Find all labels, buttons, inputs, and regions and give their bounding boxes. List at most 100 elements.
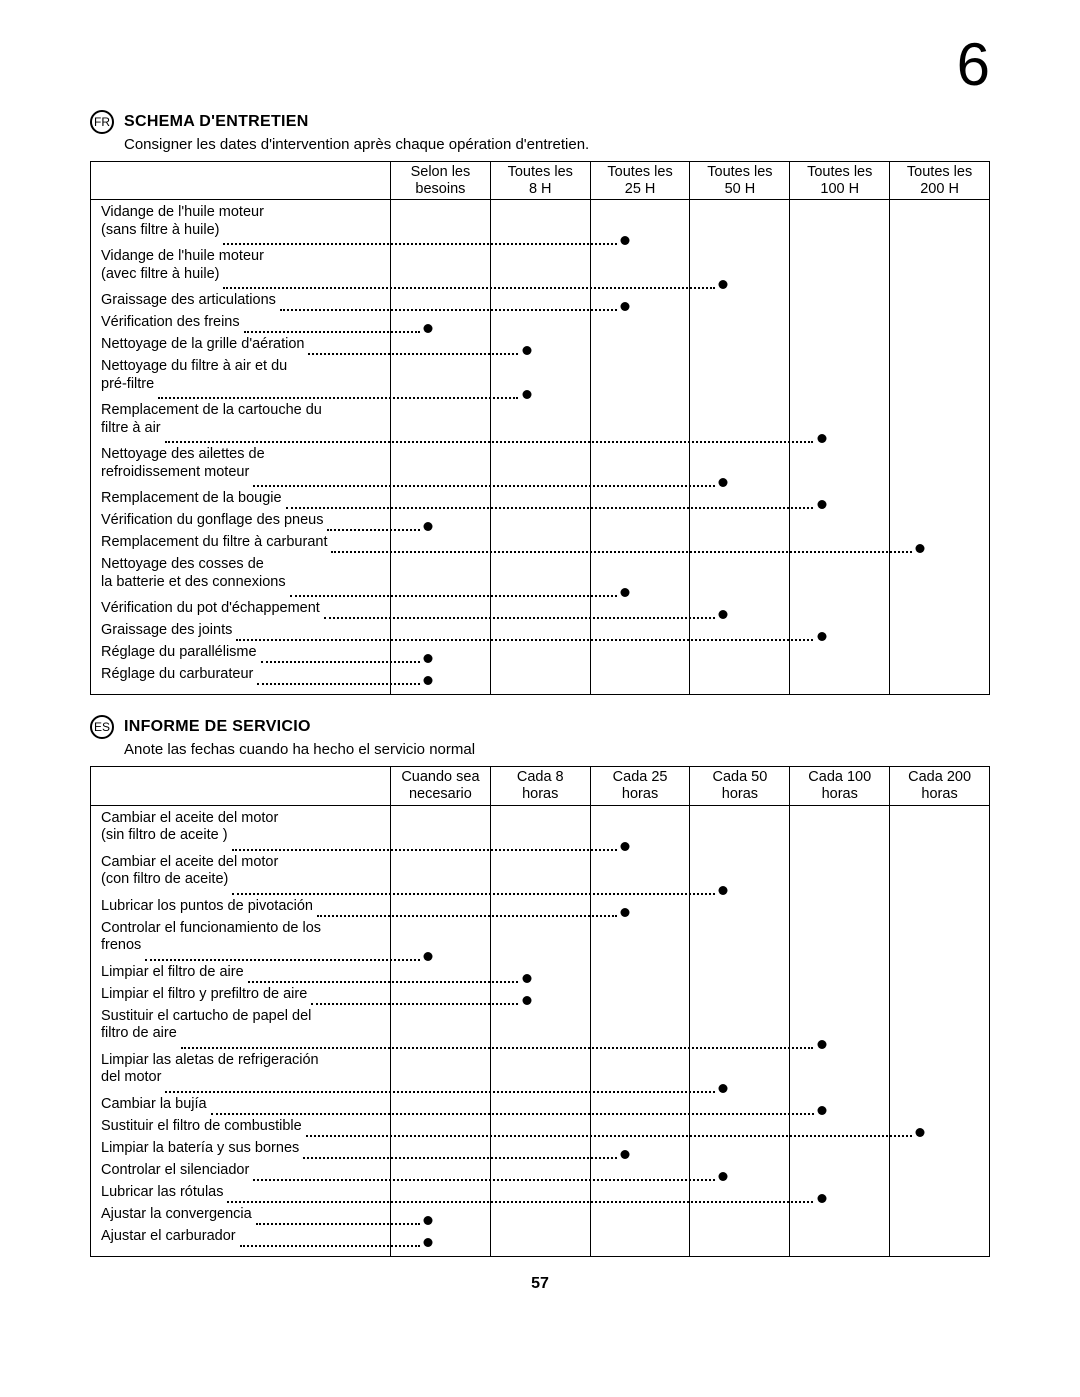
row-label: Lubricar las rótulas: [101, 1184, 384, 1201]
table-header: Cada 100horas: [790, 767, 890, 805]
leader-dots: [227, 1201, 813, 1203]
leader-dots: [261, 661, 421, 663]
leader-dots: [181, 1047, 814, 1049]
section-header: ESINFORME DE SERVICIO: [90, 715, 990, 739]
interval-marker: [719, 886, 728, 895]
leader-dots: [253, 1179, 715, 1181]
page-corner-number: 6: [957, 30, 990, 99]
row-label: Vidange de l'huile moteur(sans filtre à …: [101, 204, 384, 239]
table-header-desc: [91, 767, 391, 805]
maintenance-row: Graissage des articulations: [101, 292, 384, 314]
interval-marker: [719, 1172, 728, 1181]
interval-marker: [620, 302, 629, 311]
maintenance-row: Nettoyage des cosses dela batterie et de…: [101, 556, 384, 600]
maintenance-row: Sustituir el cartucho de papel delfiltro…: [101, 1008, 384, 1052]
row-label: Cambiar la bujía: [101, 1096, 384, 1113]
table-header: Cada 8horas: [490, 767, 590, 805]
maintenance-row: Limpiar las aletas de refrigeracióndel m…: [101, 1052, 384, 1096]
leader-dots: [327, 529, 420, 531]
maintenance-section: ESINFORME DE SERVICIO Anote las fechas cu…: [90, 715, 990, 1256]
leader-dots: [256, 1223, 420, 1225]
leader-dots: [223, 287, 715, 289]
leader-dots: [280, 309, 617, 311]
leader-dots: [311, 1003, 518, 1005]
page: 6 FRSCHEMA D'ENTRETIENConsigner les date…: [0, 0, 1080, 1323]
row-label: Remplacement de la bougie: [101, 490, 384, 507]
row-label: Limpiar el filtro de aire: [101, 964, 384, 981]
leader-dots: [317, 915, 617, 917]
table-desc-cell: Vidange de l'huile moteur(sans filtre à …: [91, 200, 391, 695]
table-interval-cell: [391, 805, 491, 1256]
interval-marker: [719, 610, 728, 619]
row-label: Ajustar el carburador: [101, 1228, 384, 1245]
maintenance-row: Vérification des freins: [101, 314, 384, 336]
interval-marker: [522, 996, 531, 1005]
interval-marker: [424, 952, 433, 961]
row-label: Nettoyage des ailettes derefroidissement…: [101, 446, 384, 481]
page-footer-number: 57: [90, 1275, 990, 1293]
interval-marker: [522, 974, 531, 983]
maintenance-row: Remplacement de la cartouche dufiltre à …: [101, 402, 384, 446]
maintenance-row: Réglage du parallélisme: [101, 644, 384, 666]
table-interval-cell: [590, 805, 690, 1256]
table-interval-cell: [790, 200, 890, 695]
interval-marker: [817, 1106, 826, 1115]
leader-dots: [240, 1245, 421, 1247]
interval-marker: [719, 1084, 728, 1093]
interval-marker: [620, 236, 629, 245]
interval-marker: [424, 324, 433, 333]
row-label: Vérification des freins: [101, 314, 384, 331]
table-header: Toutes les200 H: [890, 162, 990, 200]
maintenance-row: Ajustar el carburador: [101, 1228, 384, 1250]
row-label: Limpiar el filtro y prefiltro de aire: [101, 986, 384, 1003]
table-interval-cell: [890, 200, 990, 695]
leader-dots: [165, 441, 814, 443]
section-subtitle: Anote las fechas cuando ha hecho el serv…: [124, 741, 990, 758]
language-badge: FR: [90, 110, 114, 134]
leader-dots: [145, 959, 420, 961]
row-label: Sustituir el cartucho de papel delfiltro…: [101, 1008, 384, 1043]
leader-dots: [306, 1135, 912, 1137]
table-header: Toutes les100 H: [790, 162, 890, 200]
maintenance-row: Cambiar el aceite del motor(con filtro d…: [101, 854, 384, 898]
maintenance-row: Ajustar la convergencia: [101, 1206, 384, 1228]
interval-marker: [522, 390, 531, 399]
leader-dots: [236, 639, 813, 641]
leader-dots: [308, 353, 518, 355]
row-label: Vérification du pot d'échappement: [101, 600, 384, 617]
row-label: Ajustar la convergencia: [101, 1206, 384, 1223]
leader-dots: [303, 1157, 617, 1159]
maintenance-row: Nettoyage du filtre à air et dupré-filtr…: [101, 358, 384, 402]
leader-dots: [223, 243, 616, 245]
leader-dots: [253, 485, 715, 487]
interval-marker: [424, 654, 433, 663]
row-label: Nettoyage du filtre à air et dupré-filtr…: [101, 358, 384, 393]
interval-marker: [522, 346, 531, 355]
table-interval-cell: [690, 200, 790, 695]
language-badge: ES: [90, 715, 114, 739]
maintenance-table: Selon lesbesoinsToutes les8 HToutes les2…: [90, 161, 990, 695]
row-label: Controlar el funcionamiento de losfrenos: [101, 920, 384, 955]
interval-marker: [817, 1194, 826, 1203]
interval-marker: [915, 1128, 924, 1137]
maintenance-row: Limpiar el filtro y prefiltro de aire: [101, 986, 384, 1008]
maintenance-row: Controlar el silenciador: [101, 1162, 384, 1184]
maintenance-row: Cambiar la bujía: [101, 1096, 384, 1118]
leader-dots: [211, 1113, 814, 1115]
interval-marker: [817, 434, 826, 443]
interval-marker: [817, 500, 826, 509]
table-interval-cell: [890, 805, 990, 1256]
table-header: Selon lesbesoins: [391, 162, 491, 200]
table-header: Cada 25horas: [590, 767, 690, 805]
maintenance-row: Lubricar las rótulas: [101, 1184, 384, 1206]
maintenance-row: Vidange de l'huile moteur(sans filtre à …: [101, 204, 384, 248]
table-header-desc: [91, 162, 391, 200]
interval-marker: [817, 1040, 826, 1049]
table-header: Toutes les50 H: [690, 162, 790, 200]
maintenance-row: Cambiar el aceite del motor(sin filtro d…: [101, 810, 384, 854]
table-desc-cell: Cambiar el aceite del motor(sin filtro d…: [91, 805, 391, 1256]
row-label: Controlar el silenciador: [101, 1162, 384, 1179]
section-title: SCHEMA D'ENTRETIEN: [124, 113, 309, 131]
maintenance-row: Controlar el funcionamiento de losfrenos: [101, 920, 384, 964]
row-label: Limpiar las aletas de refrigeracióndel m…: [101, 1052, 384, 1087]
